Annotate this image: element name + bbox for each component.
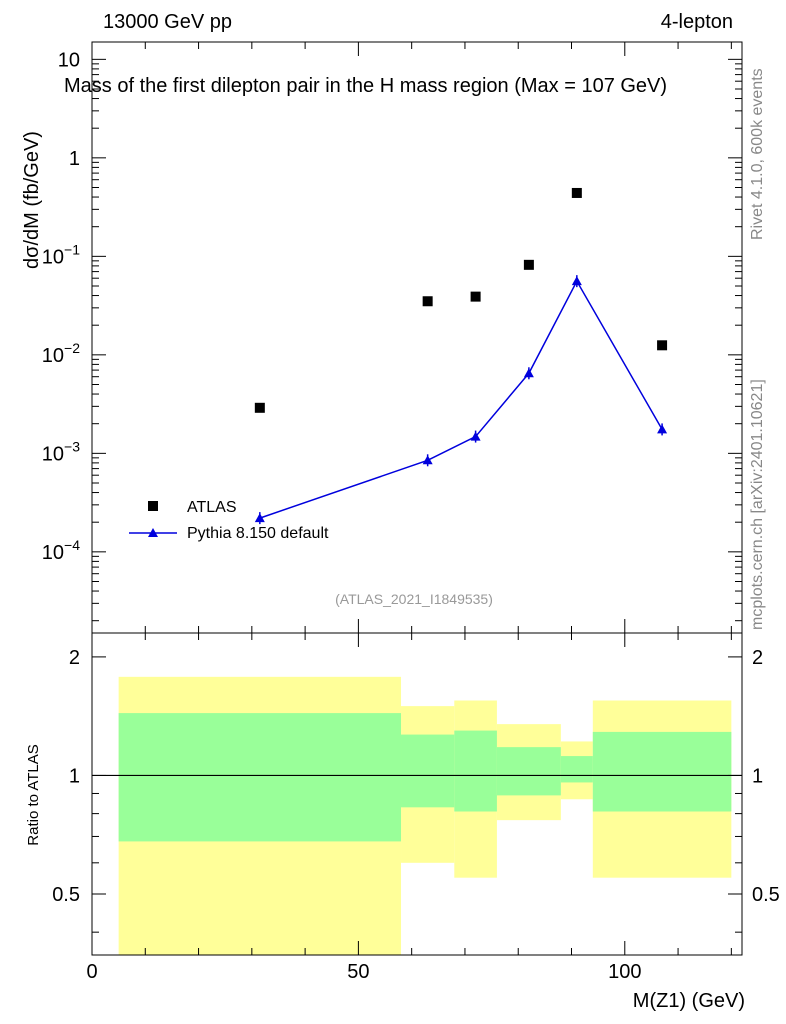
- ratio-ylabel: Ratio to ATLAS: [25, 744, 42, 845]
- ratio-frame: [91, 632, 743, 956]
- ratio-band-inner: [592, 731, 732, 812]
- ratio-ytick-label: 2: [69, 647, 80, 669]
- main-ytick-label-base: 10: [42, 345, 64, 367]
- main-ytick-label: 10: [58, 49, 80, 71]
- mc-point: [657, 424, 668, 434]
- legend-mc-marker: [148, 528, 158, 537]
- main-ytick-label-exp: −3: [64, 438, 80, 454]
- ratio-ytick-label-right: 1: [752, 765, 763, 787]
- main-ytick-label-exp: −2: [64, 340, 80, 356]
- main-ytick-label: 10−3: [42, 438, 80, 465]
- ratio-panel: 0.5 0.5 1 1 2 2 0 50 100: [52, 632, 780, 983]
- xtick-label: 50: [347, 961, 369, 983]
- data-point: [422, 296, 433, 307]
- plot-title: Mass of the first dilepton pair in the H…: [64, 75, 667, 97]
- analysis-id: (ATLAS_2021_I1849535): [335, 591, 493, 607]
- ratio-band-inner: [560, 756, 593, 783]
- ratio-band-inner: [454, 730, 497, 812]
- xtick-label: 0: [86, 961, 97, 983]
- ratio-ytick-label: 0.5: [52, 884, 80, 906]
- main-ytick-label-exp: −1: [64, 241, 80, 257]
- header-left: 13000 GeV pp: [103, 11, 232, 33]
- legend-data-marker: [148, 501, 158, 511]
- ratio-band-inner: [496, 747, 561, 796]
- ratio-ytick-label-right: 2: [752, 647, 763, 669]
- xtick-label: 100: [608, 961, 641, 983]
- data-point: [657, 340, 668, 351]
- main-ylabel: dσ/dM (fb/GeV): [21, 131, 43, 269]
- mc-point: [422, 455, 433, 465]
- mc-line: [259, 279, 663, 519]
- main-ytick-label: 10−4: [42, 537, 80, 564]
- legend-mc-label: Pythia 8.150 default: [187, 525, 329, 542]
- legend-data-label: ATLAS: [187, 499, 237, 516]
- mc-point: [254, 513, 265, 523]
- data-point: [523, 259, 534, 270]
- rivet-label: Rivet 4.1.0, 600k events: [749, 68, 766, 240]
- header-right: 4-lepton: [661, 11, 733, 33]
- ratio-band-inner: [401, 734, 455, 808]
- x-axis-label: M(Z1) (GeV): [633, 990, 745, 1012]
- main-ytick-label: 10−1: [42, 241, 80, 268]
- main-ytick-label: 1: [69, 148, 80, 170]
- main-ytick-label-exp: −4: [64, 537, 80, 553]
- main-ytick-label: 10−2: [42, 340, 80, 367]
- ratio-ytick-label-right: 0.5: [752, 884, 780, 906]
- legend: ATLAS Pythia 8.150 default: [129, 499, 329, 542]
- mcplots-label: mcplots.cern.ch [arXiv:2401.10621]: [749, 379, 766, 630]
- ratio-ytick-label: 1: [69, 765, 80, 787]
- mc-point: [571, 276, 582, 286]
- mc-point: [523, 368, 534, 378]
- ratio-band-inner: [118, 713, 402, 842]
- main-ytick-label-base: 10: [42, 246, 64, 268]
- data-point: [571, 187, 582, 198]
- main-frame: [91, 41, 743, 634]
- mc-point: [470, 431, 481, 441]
- data-point: [254, 402, 265, 413]
- main-ytick-label-base: 10: [42, 443, 64, 465]
- data-point: [470, 291, 481, 302]
- main-ytick-label-base: 10: [42, 542, 64, 564]
